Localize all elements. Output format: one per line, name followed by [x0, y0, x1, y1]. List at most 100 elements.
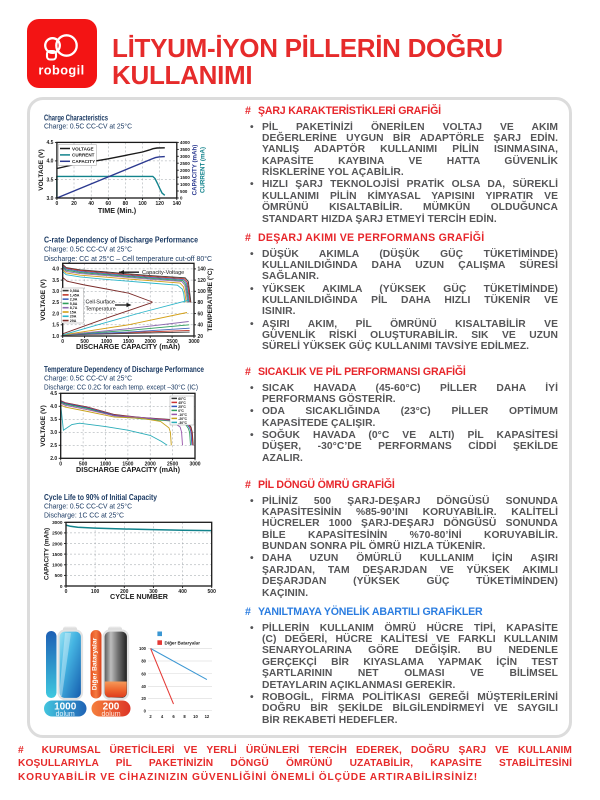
- svg-text:-20°C: -20°C: [178, 417, 187, 421]
- svg-text:500: 500: [79, 461, 88, 467]
- svg-text:200: 200: [120, 589, 129, 595]
- svg-text:DISCHARGE CAPACITY (mAh): DISCHARGE CAPACITY (mAh): [76, 465, 181, 474]
- svg-text:4.5: 4.5: [50, 391, 57, 397]
- svg-text:200: 200: [103, 702, 120, 713]
- svg-text:20A: 20A: [70, 315, 77, 319]
- svg-text:0: 0: [59, 461, 62, 467]
- svg-text:Cycle Life to 90% of Initial C: Cycle Life to 90% of Initial Capacity: [44, 493, 158, 502]
- svg-text:300: 300: [149, 589, 158, 595]
- svg-text:0: 0: [61, 339, 64, 345]
- svg-text:15A: 15A: [70, 310, 77, 314]
- svg-text:C-rate Dependency of Discharge: C-rate Dependency of Discharge Performan…: [44, 236, 199, 245]
- svg-text:140: 140: [198, 267, 207, 273]
- svg-text:5,8A: 5,8A: [70, 302, 78, 306]
- svg-text:4.0: 4.0: [46, 159, 53, 165]
- svg-text:12: 12: [205, 714, 210, 719]
- svg-text:80: 80: [123, 201, 129, 207]
- svg-text:0: 0: [65, 589, 68, 595]
- svg-text:80: 80: [141, 659, 146, 664]
- svg-text:Temperature: Temperature: [86, 307, 116, 313]
- svg-text:500: 500: [180, 189, 188, 194]
- svg-text:2000: 2000: [180, 168, 190, 173]
- svg-text:CURRENT (mA): CURRENT (mA): [200, 147, 207, 193]
- svg-text:CAPACITY: CAPACITY: [72, 159, 95, 164]
- svg-text:80: 80: [198, 300, 204, 306]
- svg-text:CYCLE NUMBER: CYCLE NUMBER: [110, 592, 169, 601]
- svg-text:Charge: 0.5C CC-CV at 25°C: Charge: 0.5C CC-CV at 25°C: [44, 503, 132, 511]
- svg-text:1,45A: 1,45A: [70, 293, 80, 297]
- svg-text:Diğer Bataryalar: Diğer Bataryalar: [91, 637, 98, 690]
- svg-text:100: 100: [139, 646, 147, 651]
- svg-text:Charge: 0.5C CC-CV at 25°C: Charge: 0.5C CC-CV at 25°C: [44, 375, 132, 383]
- svg-text:40: 40: [141, 684, 146, 689]
- svg-text:CAPACITY (mAh): CAPACITY (mAh): [44, 528, 51, 580]
- svg-text:500: 500: [80, 339, 89, 345]
- svg-text:2.5: 2.5: [50, 443, 57, 449]
- svg-text:1000: 1000: [100, 461, 111, 467]
- svg-text:4.0: 4.0: [52, 267, 59, 273]
- svg-text:2500: 2500: [167, 461, 178, 467]
- svg-text:0: 0: [144, 708, 147, 713]
- svg-text:4: 4: [161, 714, 164, 719]
- svg-text:VOLTAGE: VOLTAGE: [72, 146, 94, 151]
- svg-text:TIME (Min.): TIME (Min.): [98, 206, 137, 215]
- svg-text:0°C: 0°C: [178, 409, 184, 413]
- svg-text:1000: 1000: [180, 182, 190, 187]
- svg-text:2.5: 2.5: [52, 300, 59, 306]
- svg-text:60: 60: [198, 311, 204, 317]
- svg-text:CURRENT: CURRENT: [72, 153, 95, 158]
- svg-text:100: 100: [138, 201, 147, 207]
- svg-text:1000: 1000: [101, 339, 112, 345]
- svg-text:4.0: 4.0: [50, 404, 57, 410]
- svg-text:10: 10: [193, 714, 198, 719]
- svg-text:0: 0: [60, 584, 63, 589]
- svg-text:4000: 4000: [180, 140, 190, 145]
- svg-text:3000: 3000: [189, 461, 200, 467]
- svg-text:2.0: 2.0: [50, 456, 57, 462]
- svg-text:3000: 3000: [180, 154, 190, 159]
- svg-text:1000: 1000: [54, 702, 77, 713]
- svg-text:-10°C: -10°C: [178, 413, 187, 417]
- svg-text:2: 2: [149, 714, 152, 719]
- svg-text:3500: 3500: [180, 147, 190, 152]
- svg-text:2.0: 2.0: [52, 311, 59, 317]
- svg-text:20: 20: [198, 334, 204, 340]
- svg-text:CAPACITY (mAh): CAPACITY (mAh): [192, 145, 199, 196]
- svg-text:Discharge: 1C CC at 25°C: Discharge: 1C CC at 25°C: [44, 512, 124, 520]
- svg-text:DISCHARGE CAPACITY (mAh): DISCHARGE CAPACITY (mAh): [76, 342, 181, 351]
- svg-text:Capacity-Voltage: Capacity-Voltage: [142, 270, 184, 276]
- svg-text:1.0: 1.0: [52, 334, 59, 340]
- svg-text:Charge: 0.5C CC-CV at 25°C: Charge: 0.5C CC-CV at 25°C: [44, 246, 132, 254]
- svg-text:robogil: robogil: [38, 63, 84, 78]
- svg-text:40: 40: [88, 201, 94, 207]
- svg-text:1500: 1500: [52, 552, 63, 557]
- svg-text:45°C: 45°C: [178, 401, 186, 405]
- svg-text:8,7A: 8,7A: [70, 306, 78, 310]
- svg-text:140: 140: [173, 201, 182, 207]
- svg-text:3.0: 3.0: [52, 289, 59, 295]
- svg-text:Cell Surface: Cell Surface: [86, 300, 115, 306]
- svg-text:0,58A: 0,58A: [70, 289, 80, 293]
- svg-text:2500: 2500: [52, 531, 63, 536]
- svg-text:Discharge: CC 0.2C for each te: Discharge: CC 0.2C for each temp. except…: [44, 384, 198, 392]
- svg-text:20: 20: [71, 201, 77, 207]
- svg-text:400: 400: [178, 589, 187, 595]
- svg-text:6: 6: [172, 714, 175, 719]
- svg-text:2500: 2500: [180, 161, 190, 166]
- svg-text:60°C: 60°C: [178, 397, 186, 401]
- svg-text:3.5: 3.5: [50, 417, 57, 423]
- svg-text:20: 20: [141, 696, 146, 701]
- svg-text:3.5: 3.5: [46, 177, 53, 183]
- svg-text:1500: 1500: [180, 175, 190, 180]
- svg-text:Charge Characteristics: Charge Characteristics: [44, 114, 108, 123]
- svg-text:60: 60: [106, 201, 112, 207]
- svg-text:-30°C: -30°C: [178, 421, 187, 425]
- svg-text:2000: 2000: [145, 339, 156, 345]
- svg-text:1500: 1500: [122, 461, 133, 467]
- svg-text:0: 0: [56, 201, 59, 207]
- svg-text:100: 100: [198, 289, 207, 295]
- svg-text:25°C: 25°C: [178, 405, 186, 409]
- svg-text:3.0: 3.0: [46, 196, 53, 202]
- svg-text:3.0: 3.0: [50, 430, 57, 436]
- svg-text:500: 500: [208, 589, 217, 595]
